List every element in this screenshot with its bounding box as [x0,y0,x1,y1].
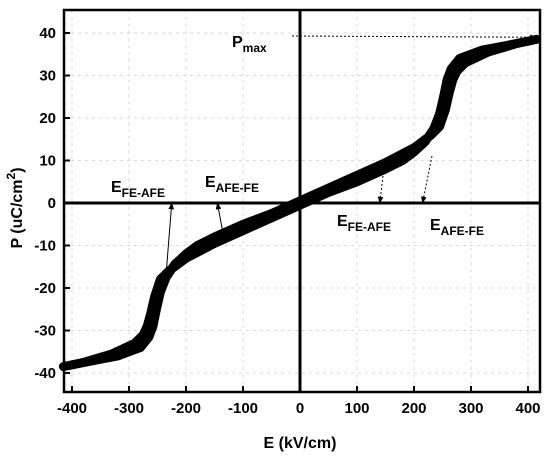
y-axis-title: P (uC/cm2) [4,167,26,248]
y-tick-label: -40 [34,365,56,382]
x-tick-label: -400 [57,400,87,417]
annotation-sub: AFE-FE [216,181,259,195]
y-tick-label: -30 [34,323,56,340]
annotation-sub: AFE-FE [441,224,484,238]
x-tick-label: -300 [114,400,144,417]
annotation-main: E [111,179,122,196]
annotation-arrow [377,175,384,204]
labels: E (kV/cm) P (uC/cm2) [4,167,336,452]
x-tick-label: 300 [458,400,483,417]
annotation-arrow [421,155,433,204]
y-tick-label: -10 [34,238,56,255]
x-tick-label: 200 [401,400,426,417]
plot-frame [62,8,542,394]
annotation-main: E [205,174,216,191]
annotation-arrow [291,34,538,41]
x-tick-label: 400 [515,400,540,417]
y-tick-label: 10 [39,153,56,170]
annotation-sub: FE-AFE [122,186,165,200]
y-tick-label: -20 [34,280,56,297]
annotation-arrow [215,202,224,234]
annotation-label: EAFE-FE [430,217,484,238]
annotation-label: Pmax [232,34,267,55]
x-tick-label: 100 [344,400,369,417]
annotation-label: EFE-AFE [337,213,391,234]
annotation-sub: FE-AFE [348,220,391,234]
x-axis-title: E (kV/cm) [264,435,337,452]
annotation-main: E [337,213,348,230]
annotation-arrow [164,202,175,289]
x-tick-label: 0 [296,400,304,417]
annotation-label: EAFE-FE [205,174,259,195]
annotation-label: EFE-AFE [111,179,165,200]
x-tick-label: -200 [171,400,201,417]
y-tick-label: 40 [39,25,56,42]
y-axis-title-main: P (uC/cm [9,179,26,248]
y-tick-label: 30 [39,68,56,85]
y-axis-title-end: ) [9,167,26,172]
annotation-sub: max [243,41,267,55]
grid [64,10,540,392]
annotation-main: E [430,217,441,234]
y-tick-label: 0 [48,195,56,212]
y-tick-label: 20 [39,110,56,127]
axes: -400 -300 -200 -100 0 100 200 300 400-40-30-20-1… [34,8,542,417]
annotation-main: P [232,34,243,51]
x-tick-label: -100 [228,400,258,417]
y-axis-title-sup: 2 [4,172,18,179]
